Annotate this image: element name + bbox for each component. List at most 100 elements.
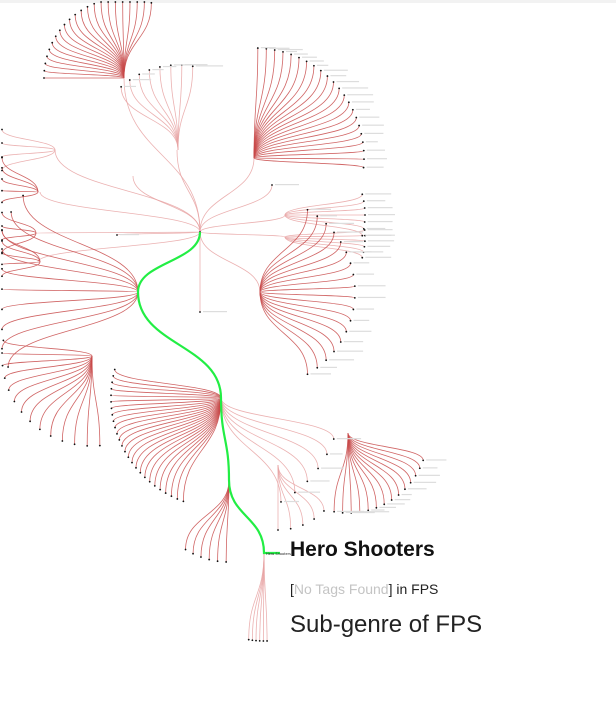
tree-leaf-node[interactable] [191, 65, 194, 68]
tree-leaf-node[interactable] [258, 639, 261, 642]
tree-leaf-node[interactable] [86, 444, 89, 447]
tree-leaf-node[interactable] [345, 251, 348, 254]
tree-leaf-node[interactable] [159, 488, 162, 491]
tree-leaf-node[interactable] [325, 222, 328, 225]
tree-leaf-node[interactable] [306, 373, 309, 376]
tree-leaf-node[interactable] [293, 491, 296, 494]
tree-leaf-node[interactable] [128, 79, 131, 81]
tree-leaf-node[interactable] [43, 69, 46, 72]
tree-leaf-node[interactable] [255, 639, 257, 642]
tree-leaf-node[interactable] [1, 288, 3, 290]
tree-leaf-node[interactable] [361, 141, 364, 144]
tree-leaf-node[interactable] [1, 229, 3, 232]
tree-leaf-node[interactable] [107, 1, 110, 3]
tree-leaf-node[interactable] [216, 560, 219, 563]
tree-leaf-node[interactable] [63, 23, 66, 26]
tree-leaf-node[interactable] [397, 494, 400, 496]
tree-leaf-node[interactable] [10, 211, 13, 213]
tree-leaf-node[interactable] [54, 35, 57, 38]
tree-leaf-node[interactable] [343, 94, 346, 97]
tree-leaf-node[interactable] [282, 50, 284, 53]
tree-leaf-node[interactable] [353, 285, 356, 288]
tree-leaf-node[interactable] [363, 229, 366, 231]
tree-leaf-node[interactable] [361, 234, 364, 237]
tree-leaf-node[interactable] [289, 527, 292, 530]
tree-leaf-node[interactable] [110, 400, 112, 403]
tree-leaf-node[interactable] [305, 60, 308, 63]
tree-leaf-node[interactable] [153, 484, 156, 487]
tree-leaf-node[interactable] [1, 263, 3, 266]
tree-leaf-node[interactable] [326, 75, 329, 77]
tree-leaf-node[interactable] [73, 443, 76, 446]
tree-leaf-node[interactable] [247, 638, 250, 641]
tree-leaf-node[interactable] [390, 499, 393, 501]
tree-leaf-node[interactable] [143, 1, 146, 3]
tree-leaf-node[interactable] [1, 352, 3, 354]
tree-leaf-node[interactable] [1, 240, 3, 242]
tree-leaf-node[interactable] [170, 495, 173, 498]
tree-leaf-node[interactable] [58, 29, 61, 32]
tree-leaf-node[interactable] [13, 400, 16, 403]
tree-leaf-node[interactable] [339, 241, 342, 243]
tree-leaf-node[interactable] [29, 420, 31, 423]
tree-leaf-node[interactable] [51, 41, 54, 44]
tree-leaf-node[interactable] [1, 225, 3, 227]
tree-leaf-node[interactable] [333, 510, 336, 513]
tree-leaf-node[interactable] [256, 47, 259, 49]
tree-leaf-node[interactable] [118, 439, 121, 441]
tree-leaf-node[interactable] [1, 275, 3, 278]
tree-leaf-node[interactable] [251, 639, 254, 642]
tree-leaf-node[interactable] [317, 467, 319, 470]
tree-leaf-node[interactable] [184, 548, 187, 551]
tree-leaf-node[interactable] [120, 85, 123, 88]
tree-leaf-node[interactable] [360, 132, 363, 135]
tree-leaf-node[interactable] [352, 308, 355, 311]
tree-leaf-node[interactable] [43, 77, 45, 79]
tree-leaf-node[interactable] [121, 444, 123, 447]
tree-leaf-node[interactable] [280, 501, 282, 503]
tree-leaf-node[interactable] [361, 256, 364, 259]
tree-leaf-node[interactable] [1, 251, 3, 254]
tree-leaf-node[interactable] [353, 296, 356, 299]
tree-leaf-node[interactable] [1, 308, 3, 311]
tree-leaf-node[interactable] [414, 474, 417, 477]
tree-leaf-node[interactable] [1, 201, 3, 204]
tree-leaf-node[interactable] [1, 347, 3, 350]
tree-leaf-node[interactable] [112, 420, 115, 423]
tree-leaf-node[interactable] [351, 108, 354, 111]
tree-leaf-node[interactable] [313, 64, 315, 67]
tree-leaf-node[interactable] [298, 56, 300, 59]
tree-leaf-node[interactable] [355, 116, 358, 119]
tree-leaf-node[interactable] [139, 471, 142, 474]
tree-leaf-node[interactable] [352, 273, 355, 276]
tree-leaf-node[interactable] [316, 366, 319, 369]
tree-leaf-node[interactable] [2, 339, 5, 342]
tree-leaf-node[interactable] [138, 73, 141, 76]
tree-leaf-node[interactable] [383, 503, 386, 506]
tree-leaf-node[interactable] [80, 9, 83, 12]
tree-leaf-node[interactable] [1, 211, 3, 214]
tree-leaf-node[interactable] [363, 221, 366, 223]
tree-leaf-node[interactable] [271, 184, 273, 186]
tree-leaf-node[interactable] [306, 480, 309, 483]
tree-leaf-node[interactable] [363, 207, 366, 209]
tree-leaf-node[interactable] [422, 459, 425, 462]
tree-leaf-node[interactable] [273, 49, 276, 51]
tree-leaf-node[interactable] [313, 518, 316, 520]
tree-leaf-node[interactable] [98, 444, 101, 447]
tree-leaf-node[interactable] [362, 166, 365, 169]
tree-leaf-node[interactable] [1, 328, 3, 331]
tree-leaf-node[interactable] [164, 492, 167, 494]
tree-leaf-node[interactable] [349, 262, 352, 265]
tree-leaf-node[interactable] [1, 128, 3, 131]
tree-leaf-node[interactable] [129, 1, 131, 3]
tree-leaf-node[interactable] [199, 311, 201, 313]
tree-leaf-node[interactable] [148, 480, 151, 483]
tree-leaf-node[interactable] [68, 18, 71, 21]
tree-leaf-node[interactable] [22, 194, 24, 197]
tree-leaf-node[interactable] [114, 426, 116, 429]
tree-leaf-node[interactable] [290, 53, 293, 56]
tree-leaf-node[interactable] [225, 561, 228, 563]
tree-leaf-node[interactable] [301, 524, 304, 526]
tree-leaf-node[interactable] [100, 1, 102, 3]
